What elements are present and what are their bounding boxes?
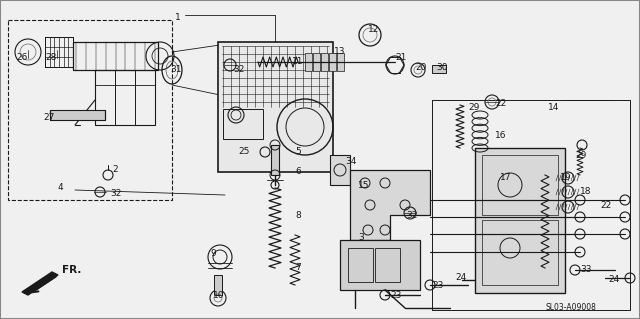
- Text: 21: 21: [395, 54, 406, 63]
- Bar: [313, 53, 320, 71]
- Text: 3: 3: [358, 234, 364, 242]
- Bar: [8, 20, 172, 200]
- Text: 15: 15: [358, 181, 369, 189]
- Text: 27: 27: [44, 114, 55, 122]
- Bar: [482, 220, 558, 285]
- Bar: [271, 145, 279, 175]
- Text: 7: 7: [295, 263, 301, 272]
- Bar: [375, 248, 400, 282]
- Text: 23: 23: [432, 280, 444, 290]
- Text: 30: 30: [436, 63, 447, 72]
- Text: 5: 5: [295, 147, 301, 157]
- Bar: [340, 240, 420, 290]
- Text: 31: 31: [170, 65, 182, 75]
- Bar: [50, 110, 105, 120]
- Text: 10: 10: [213, 291, 225, 300]
- Text: 23: 23: [390, 291, 401, 300]
- Bar: [482, 155, 558, 215]
- Bar: [330, 155, 350, 185]
- Text: 12: 12: [368, 26, 380, 34]
- Text: 16: 16: [495, 130, 506, 139]
- Bar: [432, 65, 446, 73]
- Text: 25: 25: [238, 147, 250, 157]
- Text: 8: 8: [295, 211, 301, 219]
- Text: 22: 22: [600, 201, 611, 210]
- Text: 20: 20: [415, 63, 426, 72]
- Text: 6: 6: [295, 167, 301, 176]
- Bar: [348, 248, 373, 282]
- Bar: [305, 53, 312, 71]
- Text: 18: 18: [580, 188, 591, 197]
- Bar: [214, 275, 222, 295]
- Bar: [223, 109, 263, 139]
- Text: 19: 19: [560, 174, 572, 182]
- Text: 29: 29: [468, 103, 479, 113]
- Text: 26: 26: [17, 54, 28, 63]
- Bar: [475, 148, 565, 293]
- Bar: [45, 37, 73, 67]
- Bar: [73, 42, 158, 70]
- Text: FR.: FR.: [62, 265, 81, 275]
- Text: 28: 28: [45, 54, 57, 63]
- Text: 32: 32: [406, 211, 417, 219]
- Text: 1: 1: [175, 13, 180, 23]
- Text: 13: 13: [334, 48, 346, 56]
- Text: 9: 9: [210, 249, 216, 257]
- Text: 34: 34: [345, 158, 356, 167]
- Text: 32: 32: [233, 65, 244, 75]
- Text: 33: 33: [580, 265, 591, 275]
- Bar: [337, 53, 344, 71]
- Text: 4: 4: [58, 183, 63, 192]
- Text: 29: 29: [575, 151, 586, 160]
- Polygon shape: [22, 272, 58, 295]
- Text: 22: 22: [495, 99, 506, 108]
- Text: 24: 24: [608, 276, 620, 285]
- Text: 11: 11: [292, 57, 303, 66]
- Text: 24: 24: [455, 273, 467, 283]
- Text: 17: 17: [500, 174, 511, 182]
- Text: 14: 14: [548, 103, 559, 113]
- Polygon shape: [350, 170, 430, 240]
- Bar: [95, 70, 155, 125]
- Bar: [218, 42, 333, 172]
- Text: 2: 2: [112, 166, 118, 174]
- Text: 32: 32: [110, 189, 122, 197]
- Bar: [329, 53, 336, 71]
- Bar: [321, 53, 328, 71]
- Text: SL03-A09008: SL03-A09008: [545, 303, 596, 313]
